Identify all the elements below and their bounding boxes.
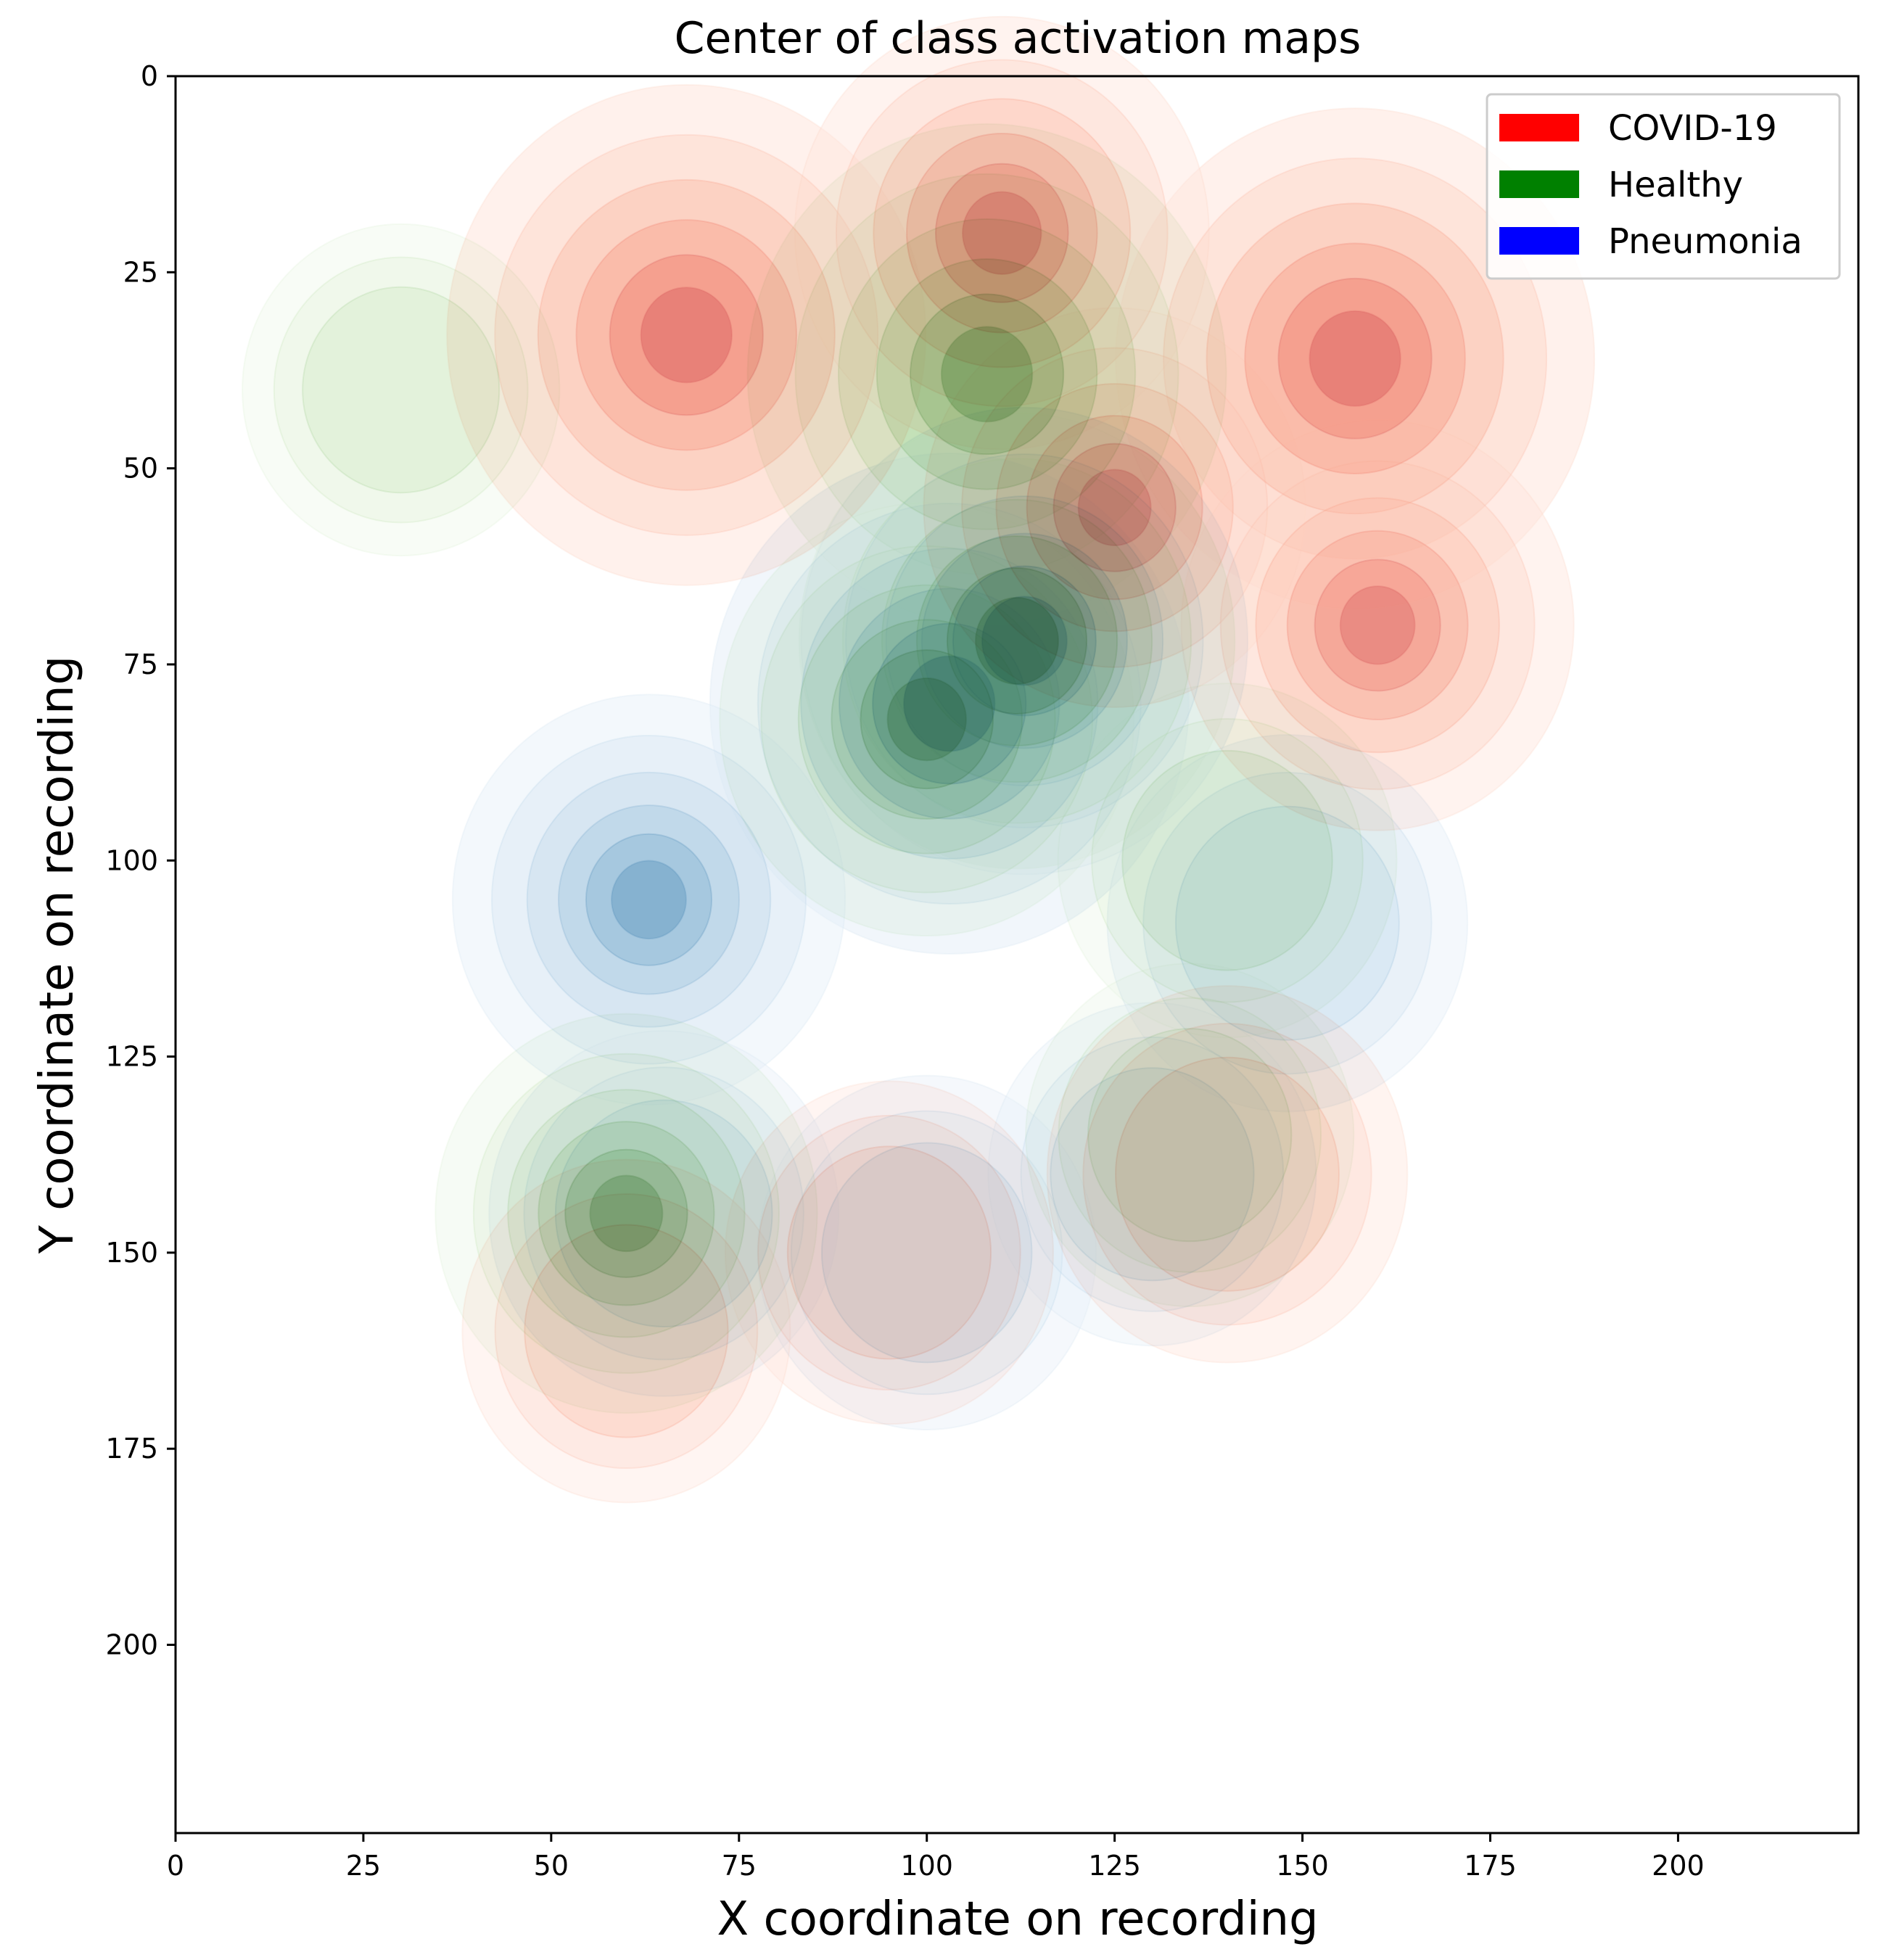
y-tick-label: 0	[141, 60, 158, 92]
plot-frame	[174, 75, 1860, 1835]
x-axis-label: X coordinate on recording	[717, 1893, 1318, 1946]
x-tick-label: 75	[722, 1850, 757, 1882]
x-tick-label: 175	[1464, 1850, 1517, 1882]
x-tick-label: 200	[1652, 1850, 1705, 1882]
legend-swatch-healthy	[1499, 170, 1579, 198]
kde-contour-level	[640, 287, 733, 384]
kde-series-pneumonia	[451, 406, 1469, 1430]
kde-contour-layer	[242, 15, 1596, 1504]
y-tick-label: 125	[105, 1041, 158, 1073]
kde-contour-level	[1309, 310, 1401, 407]
y-tick-label: 25	[123, 256, 158, 288]
kde-contour-level	[611, 860, 687, 940]
kde-contour-level	[1050, 1067, 1255, 1282]
kde-contour-level	[903, 655, 996, 752]
x-tick-label: 50	[534, 1850, 569, 1882]
kde-contour-level	[554, 1099, 773, 1327]
x-axis-ticks: 0 25 50 75 100 125 150 175 200	[167, 1833, 1705, 1882]
x-tick-label: 0	[167, 1850, 184, 1882]
x-tick-label: 125	[1088, 1850, 1141, 1882]
legend-swatch-pneumonia	[1499, 227, 1579, 255]
y-axis-label: Y coordinate on recording	[30, 656, 84, 1255]
y-tick-label: 50	[123, 453, 158, 485]
y-tick-label: 175	[105, 1433, 158, 1465]
legend: COVID-19 Healthy Pneumonia	[1486, 93, 1841, 280]
x-tick-label: 100	[900, 1850, 953, 1882]
legend-label-pneumonia: Pneumonia	[1608, 221, 1803, 262]
kde-contour-level	[1174, 805, 1400, 1041]
y-tick-label: 200	[105, 1629, 158, 1661]
kde-contour-level	[820, 1142, 1033, 1364]
y-tick-label: 100	[105, 844, 158, 876]
x-tick-label: 150	[1276, 1850, 1329, 1882]
kde-contour-level	[981, 596, 1068, 686]
kde-contour-level	[302, 286, 501, 494]
kde-contour-level	[1339, 585, 1416, 665]
y-tick-label: 150	[105, 1237, 158, 1269]
x-tick-label: 25	[346, 1850, 381, 1882]
y-tick-label: 75	[123, 648, 158, 680]
y-axis-ticks: 0 25 50 75 100 125 150 175 200	[105, 60, 176, 1661]
legend-swatch-covid	[1499, 114, 1579, 141]
legend-label-healthy: Healthy	[1608, 165, 1743, 205]
legend-label-covid: COVID-19	[1608, 108, 1777, 149]
